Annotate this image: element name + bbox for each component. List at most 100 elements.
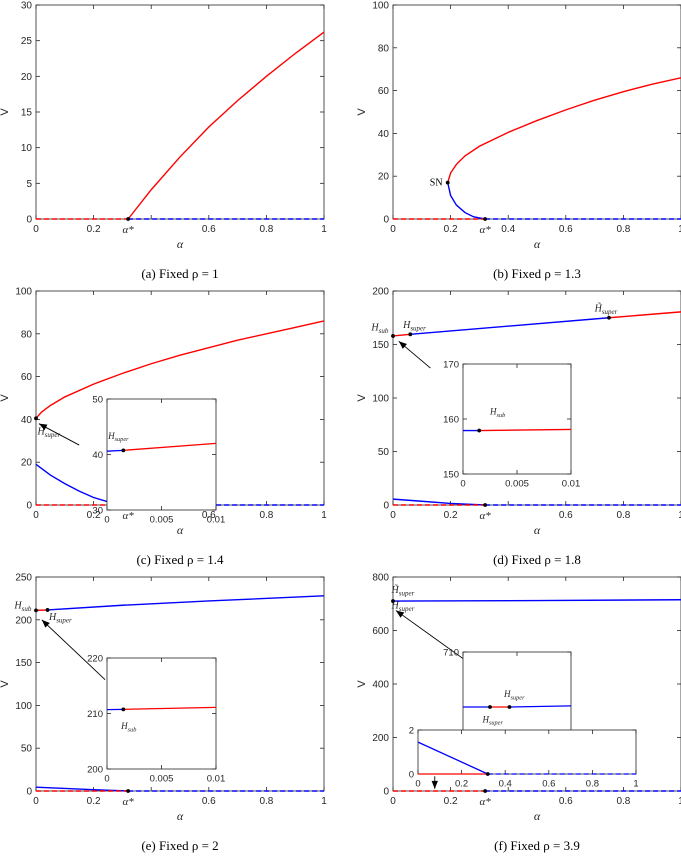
inset-x-tick-label: 0.4: [499, 779, 512, 790]
inset-axes-frame: [417, 729, 637, 775]
axes-frame: [392, 4, 681, 220]
panel-caption: (d) Fixed ρ = 1.8: [493, 552, 581, 567]
inset-bifurcation-point: [488, 705, 492, 709]
inset-y-tick-label: 220: [87, 653, 103, 664]
y-tick-label: 150: [372, 340, 389, 351]
y-tick-label: 0: [26, 215, 32, 226]
bifurcation-point: [391, 599, 395, 603]
inset-x-tick-label: 0: [104, 515, 109, 526]
y-tick-label: 40: [378, 129, 390, 140]
x-tick-label: 0.2: [444, 796, 458, 807]
pointer-arrow-shaft: [41, 619, 106, 681]
alpha-star-label: α*: [480, 510, 492, 522]
panel-caption: (e) Fixed ρ = 2: [141, 838, 218, 853]
y-tick-label: 200: [372, 733, 389, 744]
bifurcation-point: [483, 789, 488, 793]
y-tick-label: 0: [383, 215, 389, 226]
inset-x-tick-label: 0: [460, 479, 465, 490]
inset-bifurcation-point: [485, 772, 490, 776]
y-tick-label: 0: [383, 501, 389, 512]
bifurcation-annotation: Hsuper: [36, 426, 60, 439]
series-upper-red-start: [392, 333, 411, 337]
y-tick-label: 200: [372, 287, 389, 298]
inset-y-tick-label: 200: [87, 764, 103, 775]
alpha-star-label: α*: [123, 510, 135, 522]
bifurcation-annotation: Hsub: [13, 601, 31, 614]
bifurcation-point: [126, 217, 131, 221]
inset-x-tick-label: 0.005: [505, 479, 529, 490]
x-tick-label: 0: [33, 796, 39, 807]
y-axis-label: V: [356, 108, 368, 116]
pointer-arrow-shaft: [395, 610, 469, 663]
x-tick-label: 0.6: [202, 224, 216, 235]
y-tick-label: 150: [15, 658, 32, 669]
panel-e: 0 0.2 0.6 0.8 1050100150200250α*αVHsubHsuper…: [0, 573, 327, 854]
panel-caption: (b) Fixed ρ = 1.3: [493, 266, 581, 281]
inset-series-inset2-lower: [417, 741, 489, 775]
inset-bifurcation-point: [121, 448, 126, 453]
inset-bifurcation-point: [507, 705, 512, 709]
y-tick-label: 600: [372, 626, 389, 637]
bifurcation-point: [607, 315, 611, 320]
panel-d: 0 0.2 0.6 0.8 1 0 50 100 150 200 α* α V Hsub Hsuper H̃s…: [356, 287, 681, 567]
y-axis-label: V: [0, 108, 11, 116]
y-tick-label: 250: [15, 573, 32, 584]
x-tick-label: 1: [321, 224, 327, 235]
inset-y-tick-label: 150: [443, 469, 459, 480]
pointer-arrow-head: [41, 619, 50, 628]
x-tick-label: 0.6: [559, 510, 573, 521]
x-tick-label: 1: [678, 796, 681, 807]
series-upper-blue: [410, 317, 610, 336]
bifurcation-point: [483, 503, 488, 507]
inset-axes-frame: [106, 657, 217, 770]
x-tick-label: 0.8: [259, 224, 273, 235]
series-upper: [127, 31, 325, 220]
x-axis-label: α: [177, 809, 184, 823]
series-upper: [35, 320, 325, 419]
inset-x-tick-label: 0: [415, 779, 420, 790]
alpha-star-label: α*: [480, 224, 492, 236]
x-tick-label: 0: [390, 224, 396, 235]
inset-axes-frame: [106, 398, 217, 511]
y-tick-label: 100: [15, 287, 32, 298]
bifurcation-point: [483, 217, 488, 221]
inset-y-tick-label: 50: [92, 394, 103, 405]
panel-f: 00.20.60.810200400600800α*αVH̃superHsupe…: [356, 573, 681, 853]
y-tick-label: 800: [372, 573, 389, 584]
x-tick-label: 0: [33, 224, 39, 235]
y-tick-label: 100: [372, 394, 389, 405]
x-tick-label: 0: [390, 796, 396, 807]
y-tick-label: 0: [26, 787, 32, 798]
inset-zoom-2: 0 0.2 0.4 0.6 0.8 1 0 2: [409, 725, 639, 789]
inset-annotation: Hsuper: [481, 714, 503, 726]
x-axis-label: α: [177, 237, 184, 251]
bifurcation-point: [126, 789, 131, 793]
y-tick-label: 60: [378, 86, 390, 97]
y-axis-label: V: [0, 680, 11, 688]
alpha-star-label: α*: [480, 796, 492, 808]
bifurcation-point: [45, 608, 50, 612]
bifurcation-point: [408, 332, 413, 337]
inset-y-tick-label: 710: [443, 647, 459, 658]
inset-y-tick-label: 40: [92, 450, 103, 461]
inset-x-tick-label: 0.01: [207, 774, 226, 785]
y-tick-label: 80: [378, 43, 390, 54]
inset-series-inset-red: [123, 706, 217, 710]
y-tick-label: 25: [21, 36, 33, 47]
pointer-arrow-head: [395, 610, 405, 618]
bifurcation-annotation: SN: [430, 178, 443, 189]
panel-caption: (c) Fixed ρ = 1.4: [136, 552, 224, 567]
inset-series-inset-red: [123, 442, 217, 451]
bifurcation-annotation: Hsuper: [48, 612, 72, 625]
x-tick-label: 0.6: [559, 224, 573, 235]
y-axis-label: V: [356, 680, 368, 688]
x-tick-label: 0.8: [616, 224, 630, 235]
bifurcation-annotation: Hsuper: [391, 601, 415, 614]
bifurcation-point: [391, 334, 395, 338]
y-tick-label: 50: [21, 744, 33, 755]
x-tick-label: 0.6: [202, 510, 216, 521]
x-tick-label: 1: [321, 510, 327, 521]
pointer-arrow-head: [38, 423, 48, 431]
y-tick-label: 400: [372, 680, 389, 691]
